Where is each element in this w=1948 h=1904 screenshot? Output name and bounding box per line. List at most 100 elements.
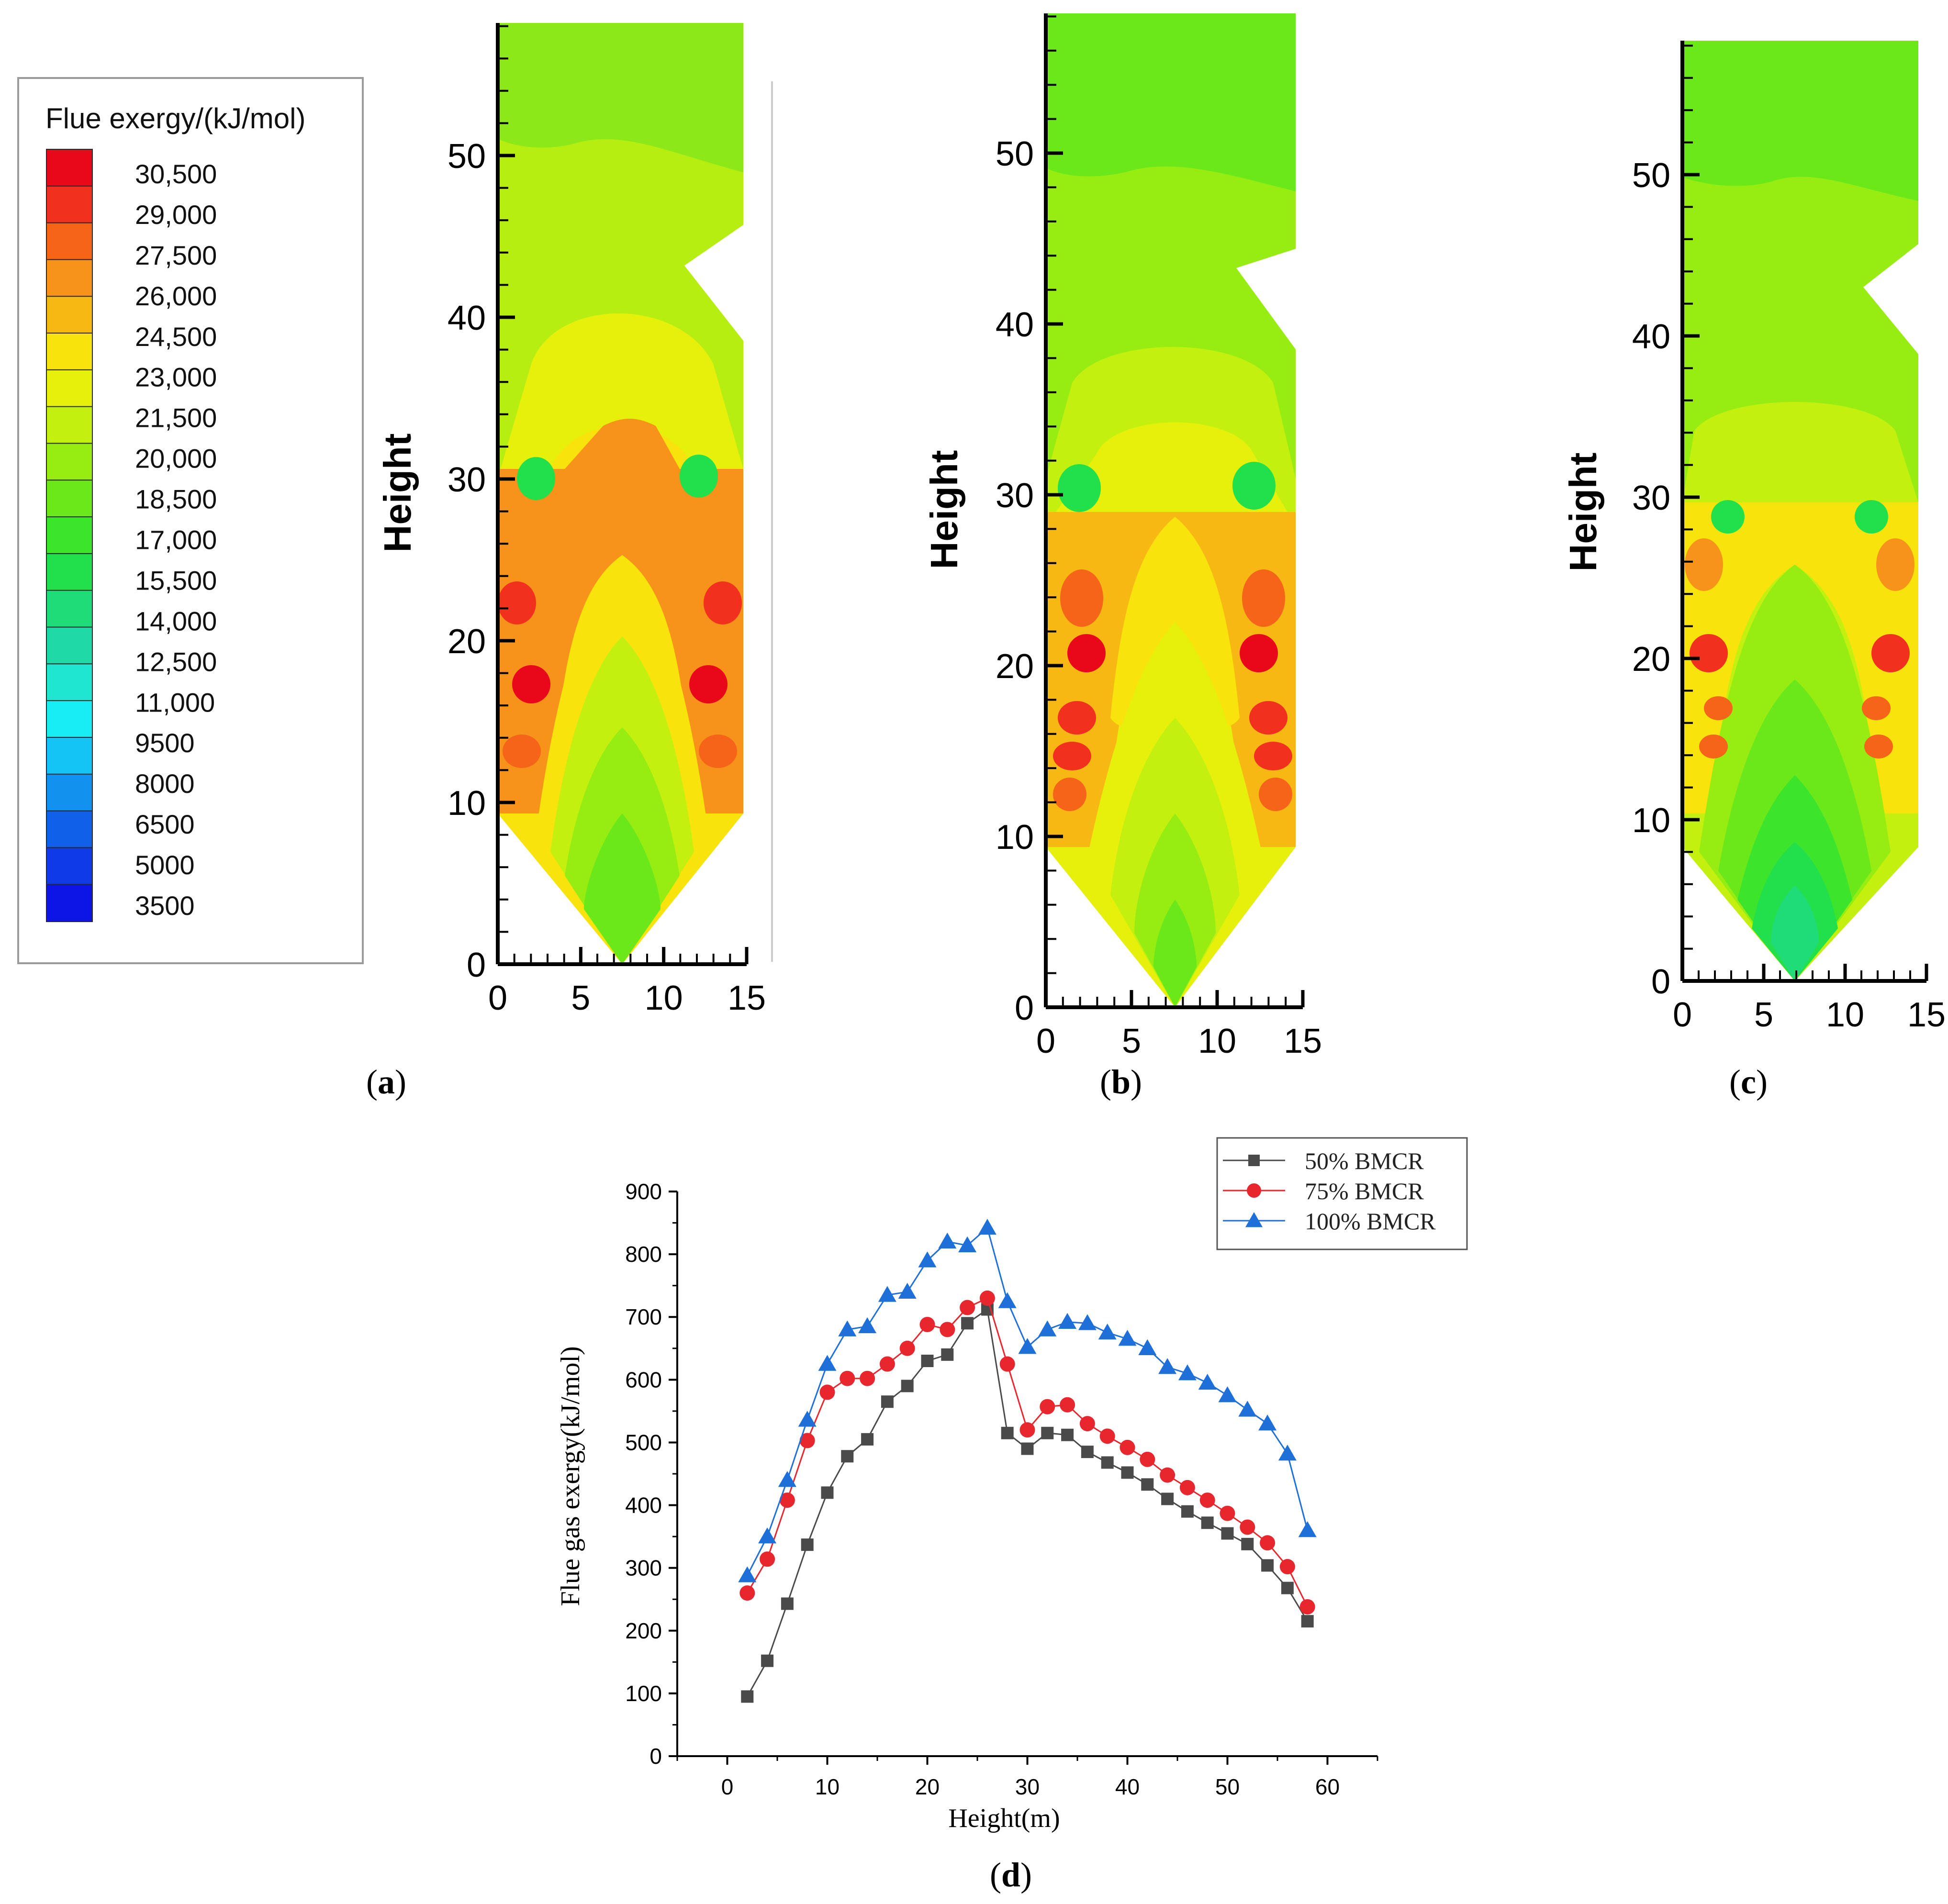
caption-letter-c: c [1741,1063,1756,1101]
burner-eddy [1855,500,1888,534]
y-tick-label: 20 [448,623,486,661]
hot-spot [1058,701,1096,735]
colorbar-label: 20,000 [135,444,217,474]
colorbar-swatch [46,149,93,187]
hot-spot [1259,778,1292,811]
y-axis-label: Flue gas exergy(kJ/mol) [556,1346,585,1606]
hot-spot [1690,634,1728,672]
data-point [1199,1492,1215,1508]
x-tick-label: 50 [1215,1774,1240,1799]
data-point [960,1300,975,1315]
contour-band [1682,41,1918,201]
contour-band [1771,885,1819,981]
data-point [858,1317,877,1334]
data-point [1260,1535,1276,1551]
x-tick-label: 60 [1315,1774,1340,1799]
y-tick-label: 20 [1632,640,1670,679]
hot-spot [699,735,737,768]
colorbar-legend: Flue exergy/(kJ/mol) 30,500 29,000 27,500 2… [17,77,364,964]
x-tick-label: 10 [1826,996,1864,1034]
data-point [1238,1401,1257,1417]
y-tick-label: 800 [625,1242,662,1267]
burner-eddy [680,455,718,498]
data-point [738,1566,757,1582]
hot-spot [704,581,742,624]
data-point [1298,1521,1317,1537]
data-point [1299,1599,1315,1615]
legend-label: 50% BMCR [1305,1147,1424,1174]
data-point [898,1282,917,1299]
y-tick-label: 30 [1632,479,1670,517]
legend-marker [1248,1155,1260,1166]
data-point [881,1395,894,1408]
x-tick-label: 10 [815,1774,840,1799]
chart-legend: 50% BMCR 75% BMCR 100% BMCR [1216,1137,1468,1250]
data-point [798,1411,817,1427]
data-point [799,1433,815,1448]
data-point [1021,1442,1034,1455]
hot-spot [1699,735,1728,758]
data-point [758,1527,777,1544]
data-point [1018,1338,1037,1354]
y-tick-label: 500 [625,1430,662,1455]
y-tick-label: 40 [996,306,1034,344]
y-axis-label-b: Height [923,450,965,569]
contour-band [1046,13,1296,191]
data-point [781,1597,794,1610]
colorbar-swatch [46,590,93,628]
colorbar-swatch [46,296,93,334]
colorbar-swatch [46,222,93,261]
data-point [818,1355,837,1371]
hot-spot [498,581,536,624]
y-tick-label: 50 [1632,156,1670,195]
colorbar-swatch [46,553,93,591]
contour-panel-c: 0 10 20 30 40 50 0 5 10 15 Height (c) [1562,41,1946,1101]
data-point [998,1292,1017,1308]
data-point [1138,1339,1157,1356]
data-point [978,1219,996,1235]
data-point [860,1370,875,1386]
x-tick-label: 30 [1015,1774,1040,1799]
data-point [958,1236,977,1253]
data-point [1281,1581,1294,1594]
data-point [1198,1373,1217,1390]
svg-text:(c): (c) [1729,1063,1768,1101]
data-point [878,1286,896,1302]
colorbar-label: 29,000 [135,200,217,230]
colorbar-label: 12,500 [135,646,217,677]
y-tick-label: 0 [467,946,486,984]
data-point [1079,1416,1095,1432]
data-point [1101,1456,1114,1469]
colorbar-label: 3500 [135,891,195,921]
x-axis-label: Height(m) [948,1804,1060,1833]
data-point [1181,1505,1194,1518]
data-point [921,1355,934,1367]
hot-spot [503,735,541,768]
y-tick-label: 40 [1632,318,1670,356]
data-point [979,1290,995,1306]
colorbar-swatch [46,479,93,518]
data-point [761,1654,774,1667]
data-point [1178,1364,1197,1381]
data-point [879,1356,895,1372]
colorbar-swatch [46,259,93,298]
x-tick-label: 5 [1122,1022,1141,1060]
y-tick-label: 0 [1015,989,1034,1027]
colorbar-label: 24,500 [135,322,217,352]
hot-spot [1249,701,1287,735]
y-axis-label-c: Height [1562,453,1604,572]
y-tick-label: 50 [448,137,486,176]
data-point [1040,1399,1055,1414]
data-point [819,1384,835,1400]
chart-ticks: 0 100 200 300 400 500 600 700 800 900 0 10 20 30 40 50 6… [625,1179,1378,1799]
data-point [1058,1313,1077,1329]
burner-eddy [517,457,555,500]
x-tick-label: 15 [1284,1022,1322,1060]
data-point [739,1585,755,1601]
y-tick-label: 0 [1651,963,1670,1001]
data-point [1061,1428,1074,1441]
hot-spot [689,665,728,703]
colorbar-label: 14,000 [135,606,217,636]
colorbar-swatch [46,185,93,224]
axes-c [1680,41,1926,983]
